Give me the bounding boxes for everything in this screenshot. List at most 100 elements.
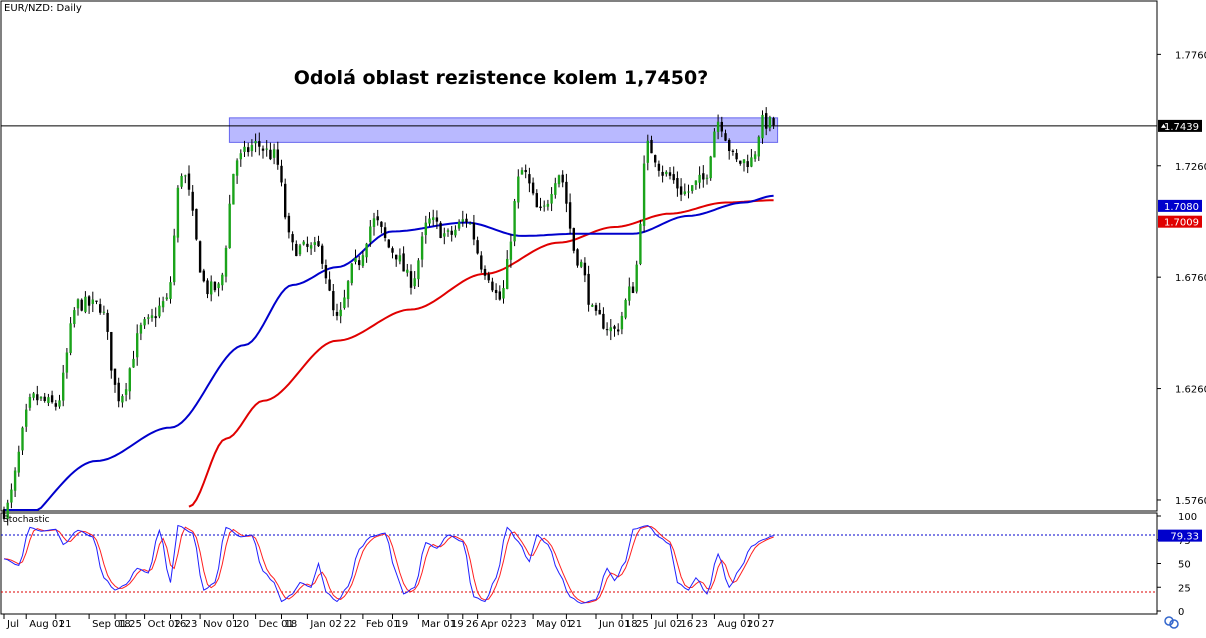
candle-body-down [465,218,468,223]
candle-body-up [698,174,701,183]
candle-body-up [158,305,161,317]
candle [705,174,709,185]
candle-body-up [76,299,80,309]
candle [361,250,365,268]
time-tick-label: 19 [396,619,409,630]
price-tags: 1.7439 1.7080 1.7009 79.33 [1158,119,1202,543]
candle-body-down [679,186,683,195]
candle [757,135,760,161]
candle [102,305,106,315]
candle-body-up [620,315,624,330]
stochastic-label: Stochastic [3,515,50,525]
candle [761,110,764,144]
candle [531,177,535,196]
candle [557,174,561,188]
candle-body-down [487,274,490,281]
candle [195,208,198,241]
resistance-zone[interactable] [228,117,779,143]
candle-body-down [113,368,117,385]
candle-body-up [691,185,694,192]
candle [84,291,87,314]
candle [672,166,675,184]
ma-blue-line [4,194,774,511]
candle-body-down [2,509,6,519]
candle [358,255,361,271]
candle-body-down [498,291,501,300]
candle-body-down [613,326,616,329]
candle [198,240,202,273]
candle [498,285,501,301]
candle-body-up [520,170,524,175]
candle [494,283,498,301]
candle [483,265,487,280]
candle-body-down [284,183,287,218]
candle-body-up [62,372,65,401]
candle-body-down [395,254,398,260]
candle-body-down [668,172,672,176]
candle-body-down [317,241,320,247]
candle-body-down [617,329,620,332]
candle [247,142,250,157]
candle-body-down [269,149,272,160]
candle-body-down [95,300,98,302]
candle [698,166,701,189]
candle [439,221,442,239]
candle [565,173,568,213]
time-tick-label: Jan 02 [309,619,341,630]
candle-body-up [343,297,346,308]
candle-body-down [187,173,191,190]
candle [2,506,6,521]
candle [676,171,679,197]
candle [69,317,72,356]
candle-body-up [139,324,143,334]
candle [332,283,335,317]
candle-body-down [409,271,413,288]
time-tick-label: 25 [129,619,142,630]
candle-body-down [483,268,487,276]
candle-body-up [250,145,254,152]
candle [746,154,749,174]
candle-body-up [761,114,764,139]
candle [80,298,83,312]
stochastic-tick-label: 0 [1178,607,1184,618]
candle [724,129,727,142]
candle-body-up [624,299,627,318]
stochastic-axis: 1007550250 [1157,512,1197,618]
candle-body-down [602,313,605,329]
chart-link-icon[interactable] [1164,616,1179,629]
candle [317,235,320,248]
candle-body-down [631,286,635,293]
time-tick-label: 23 [695,619,708,630]
candle-body-down [213,281,217,291]
candle-body-up [150,315,154,319]
candle [694,180,698,190]
candle [613,324,616,337]
candle-body-down [117,382,120,402]
candle [50,390,54,404]
candle [469,221,472,225]
candle [265,140,268,157]
candle-body-down [605,329,609,331]
candle [646,134,649,171]
moving-averages [4,194,774,511]
stochastic-pane-frame [0,512,1158,615]
candle-body-down [391,248,394,253]
candle-body-up [132,358,135,368]
candle [772,116,775,129]
candle [446,228,450,237]
candle-body-down [650,139,653,154]
candle [383,222,387,242]
price-tag-arrow-icon [1161,123,1166,128]
candle-body-down [258,141,261,147]
candle [739,160,742,166]
candle-body-up [232,173,235,205]
candlestick-series [2,107,775,526]
candle-body-down [672,174,675,181]
candle [609,319,612,341]
candle [372,212,376,236]
candle [546,199,550,211]
time-tick-label: Dec 01 [259,619,294,630]
candle [728,138,731,160]
candle-body-down [276,149,279,165]
